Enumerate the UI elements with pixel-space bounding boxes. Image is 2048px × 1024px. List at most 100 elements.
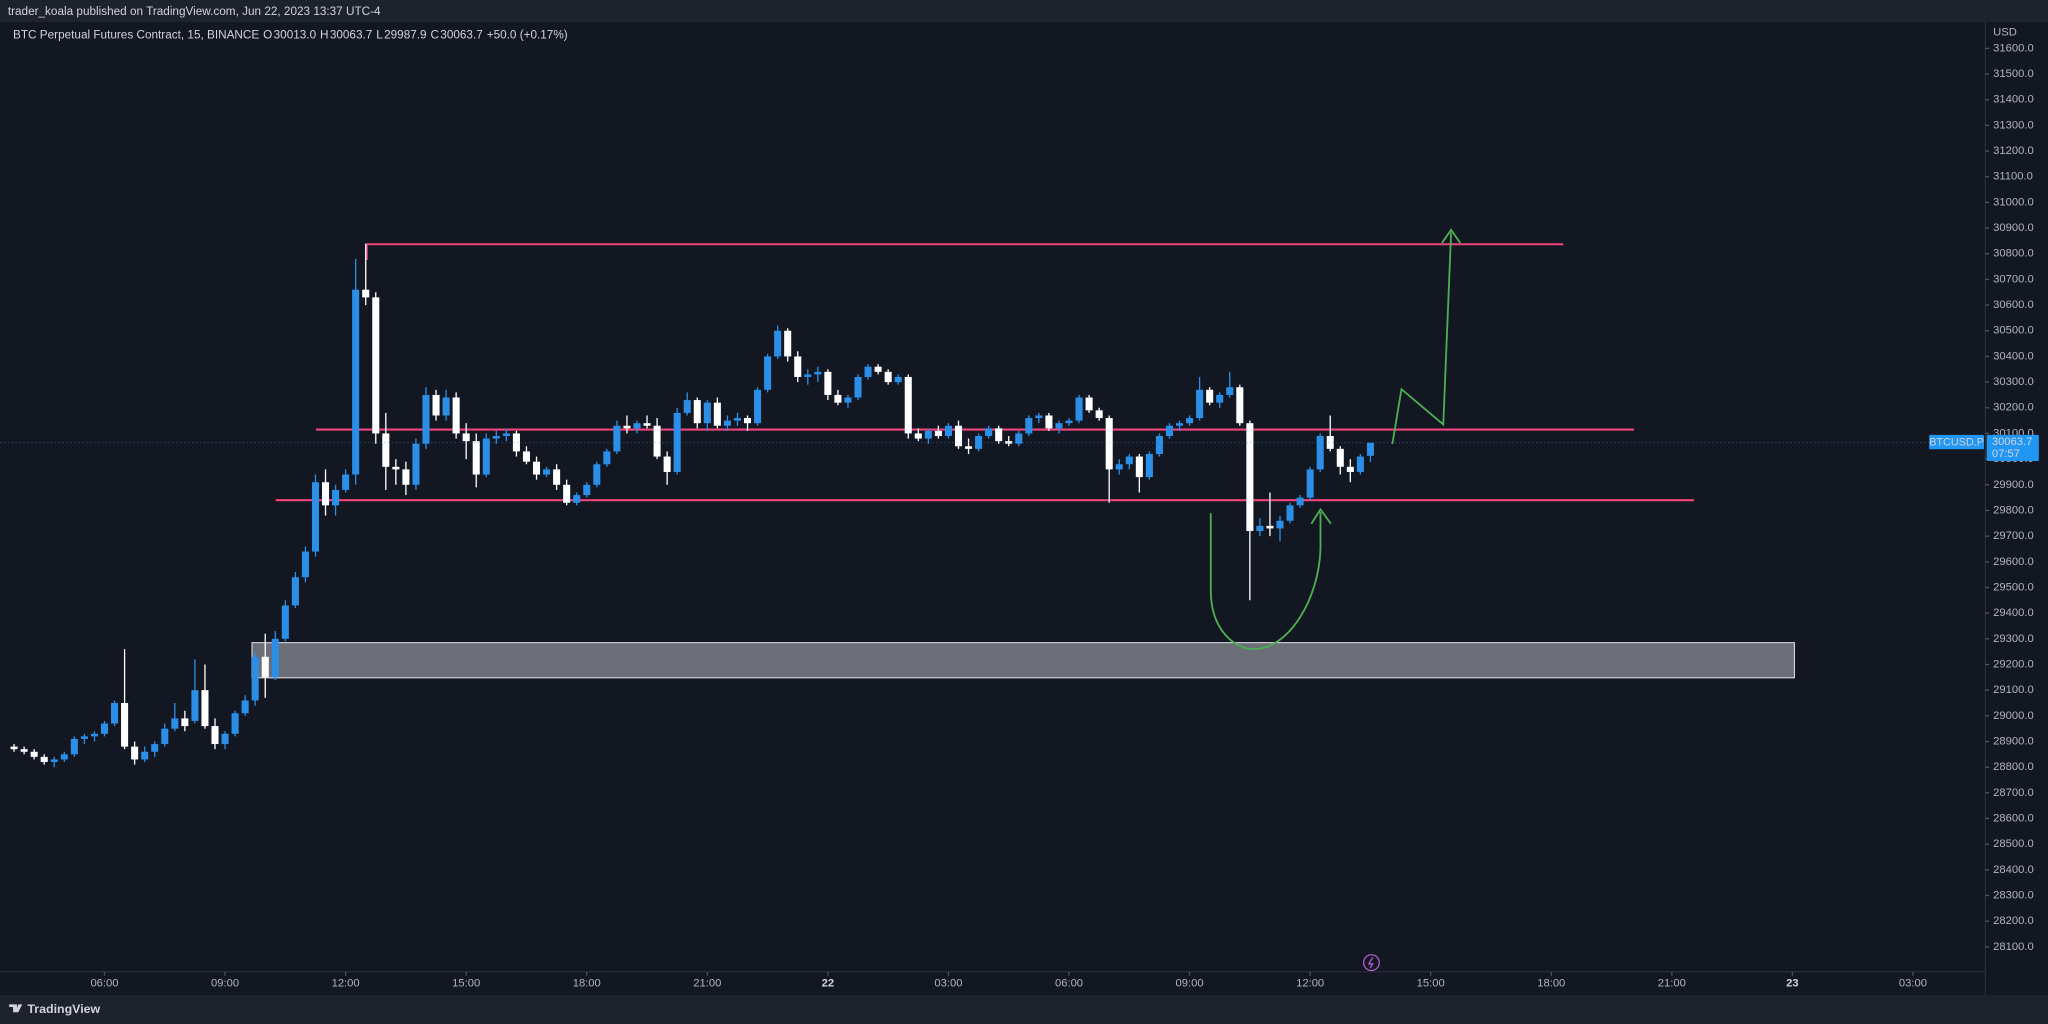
candle-body [492, 436, 500, 439]
x-tick-label: 15:00 [452, 977, 480, 989]
candle-body [171, 718, 179, 729]
candle-body [1005, 441, 1013, 444]
candle-body [382, 433, 390, 467]
candle-body [573, 495, 581, 503]
candle-body [1366, 442, 1374, 456]
x-tick-label: 06:00 [90, 977, 118, 989]
candle-body [864, 366, 872, 377]
candle-body [241, 700, 249, 714]
candle-body [743, 418, 752, 424]
candle-body [553, 469, 561, 485]
y-tick-label: 28300.0 [1993, 889, 2034, 901]
arrow-head [1441, 228, 1461, 244]
candle-body [784, 330, 792, 357]
legend-key: H [320, 28, 329, 41]
legend-change: +50.0 (+0.17%) [487, 28, 568, 41]
candle-body [462, 433, 470, 442]
y-tick-label: 31500.0 [1993, 68, 2034, 80]
x-tick-label: 23 [1786, 977, 1798, 989]
y-tick-label: 29700.0 [1993, 530, 2034, 542]
y-tick-label: 29100.0 [1993, 684, 2034, 696]
candle-body [934, 430, 942, 437]
candle-body [643, 423, 651, 426]
candle-body [1206, 389, 1214, 403]
candle-body [1075, 397, 1083, 421]
x-tick-label: 21:00 [1658, 977, 1686, 989]
candle-body [1135, 456, 1143, 478]
candle-body [1296, 497, 1304, 506]
projection-path [1391, 232, 1453, 445]
y-tick-label: 30700.0 [1993, 273, 2034, 285]
candle-body [402, 469, 410, 485]
candle-body [311, 482, 320, 552]
candle-body [50, 759, 58, 763]
top-bar [0, 0, 2048, 23]
y-tick-label: 28700.0 [1993, 787, 2034, 799]
candle-body [723, 420, 731, 426]
alert-icon[interactable] [1362, 954, 1380, 972]
x-tick-label: 21:00 [693, 977, 721, 989]
y-tick-label: 30200.0 [1993, 402, 2034, 414]
legend-key: O [263, 28, 272, 41]
candle-body [1055, 423, 1063, 429]
y-tick-label: 29300.0 [1993, 633, 2034, 645]
candle-body [683, 400, 691, 413]
candle-body [392, 466, 400, 470]
candle-body [291, 577, 299, 606]
x-tick-label: 15:00 [1417, 977, 1445, 989]
candle-body [854, 376, 862, 398]
x-tick-label: 18:00 [573, 977, 601, 989]
candle-body [1176, 423, 1184, 426]
legend-value: 29987.9 [384, 28, 426, 41]
candle-body [754, 389, 762, 424]
candle-body [512, 433, 520, 452]
candle-body [191, 690, 199, 721]
candle-body [532, 461, 541, 475]
candle-body [1276, 520, 1284, 529]
price-tag-label: 30063.7 [1992, 436, 2033, 448]
candle-body [1216, 394, 1224, 403]
candle-body [251, 656, 259, 701]
y-tick-label: 31600.0 [1993, 42, 2034, 54]
candle-body [764, 356, 772, 390]
candle-body [774, 330, 782, 357]
candle-body [231, 713, 239, 734]
y-tick-label: 30800.0 [1993, 248, 2034, 260]
candle-body [161, 728, 169, 745]
candle-body [1145, 453, 1153, 478]
candle-body [1256, 525, 1264, 531]
candle-body [1045, 415, 1053, 429]
x-tick-label: 03:00 [1899, 977, 1927, 989]
candle-body [904, 376, 912, 434]
y-tick-label: 28800.0 [1993, 761, 2034, 773]
candle-body [1346, 466, 1354, 472]
x-tick-label: 09:00 [211, 977, 239, 989]
candle-body [653, 425, 661, 457]
y-tick-label: 31100.0 [1993, 171, 2033, 183]
candle-body [593, 464, 601, 485]
candle-body [1125, 456, 1133, 465]
candles [10, 243, 1374, 768]
candle-body [90, 733, 98, 737]
y-tick-label: 28400.0 [1993, 864, 2034, 876]
x-tick-label: 18:00 [1537, 977, 1565, 989]
candle-body [543, 469, 551, 475]
brand-logo [9, 1004, 23, 1013]
currency: USD [1993, 27, 2017, 39]
candle-body [100, 723, 109, 734]
y-tick-label: 28600.0 [1993, 812, 2034, 824]
y-tick-label: 31000.0 [1993, 196, 2034, 208]
y-tick-label: 29500.0 [1993, 581, 2034, 593]
candle-body [261, 656, 269, 678]
candle-body [141, 751, 149, 760]
brand: TradingView [27, 1002, 100, 1016]
candle-body [583, 484, 591, 496]
candle-body [965, 446, 973, 449]
candle-body [70, 738, 78, 755]
bounce-curve [1209, 511, 1322, 651]
candle-body [914, 433, 922, 439]
candle-body [281, 605, 289, 639]
candle-body [563, 484, 571, 503]
candle-body [1085, 397, 1093, 411]
